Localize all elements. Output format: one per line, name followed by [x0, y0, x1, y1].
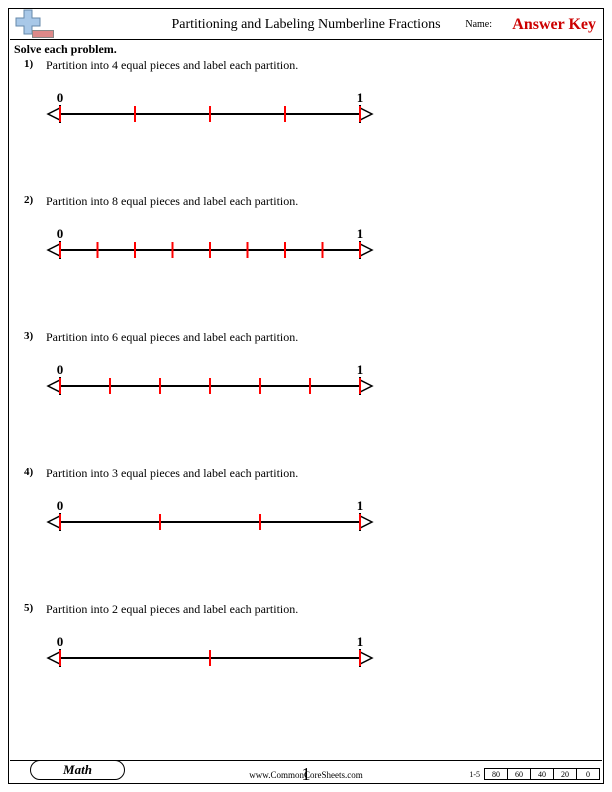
problems-container: 1) Partition into 4 equal pieces and labe…: [14, 58, 598, 738]
numberline-start-label: 0: [57, 90, 64, 105]
arrow-left-icon: [48, 380, 60, 392]
number-line: 01: [46, 498, 374, 538]
arrow-right-icon: [360, 108, 372, 120]
name-label: Name:: [465, 19, 492, 30]
score-box: 60: [507, 768, 531, 780]
numberline-end-label: 1: [357, 498, 364, 513]
number-line: 01: [46, 226, 374, 266]
arrow-left-icon: [48, 652, 60, 664]
arrow-right-icon: [360, 516, 372, 528]
numberline-start-label: 0: [57, 226, 64, 241]
arrow-left-icon: [48, 516, 60, 528]
arrow-right-icon: [360, 380, 372, 392]
instruction-text: Solve each problem.: [14, 42, 117, 57]
number-line: 01: [46, 90, 374, 130]
problem: 1) Partition into 4 equal pieces and labe…: [14, 58, 598, 194]
problem-text: Partition into 8 equal pieces and label …: [46, 194, 298, 209]
score-box: 80: [484, 768, 508, 780]
arrow-right-icon: [360, 244, 372, 256]
numberline-end-label: 1: [357, 634, 364, 649]
score-box: 40: [530, 768, 554, 780]
problem-text: Partition into 6 equal pieces and label …: [46, 330, 298, 345]
problem-number: 2): [24, 194, 33, 206]
problem: 2) Partition into 8 equal pieces and labe…: [14, 194, 598, 330]
numberline-start-label: 0: [57, 362, 64, 377]
problem-text: Partition into 4 equal pieces and label …: [46, 58, 298, 73]
problem: 5) Partition into 2 equal pieces and labe…: [14, 602, 598, 738]
problem-number: 1): [24, 58, 33, 70]
score-range: 1-5: [469, 770, 480, 779]
answer-key-label: Answer Key: [512, 16, 596, 34]
problem-number: 5): [24, 602, 33, 614]
score-box: 0: [576, 768, 600, 780]
problem: 3) Partition into 6 equal pieces and labe…: [14, 330, 598, 466]
score-boxes: 806040200: [485, 768, 600, 780]
problem-text: Partition into 2 equal pieces and label …: [46, 602, 298, 617]
problem: 4) Partition into 3 equal pieces and labe…: [14, 466, 598, 602]
arrow-left-icon: [48, 108, 60, 120]
header: Partitioning and Labeling Numberline Fra…: [10, 10, 602, 40]
score-box: 20: [553, 768, 577, 780]
footer: Math www.CommonCoreSheets.com 1 1-5 8060…: [10, 760, 602, 782]
numberline-start-label: 0: [57, 634, 64, 649]
problem-number: 4): [24, 466, 33, 478]
arrow-right-icon: [360, 652, 372, 664]
subject-pill: Math: [30, 760, 125, 780]
numberline-start-label: 0: [57, 498, 64, 513]
numberline-end-label: 1: [357, 362, 364, 377]
number-line: 01: [46, 362, 374, 402]
problem-number: 3): [24, 330, 33, 342]
numberline-end-label: 1: [357, 90, 364, 105]
number-line: 01: [46, 634, 374, 674]
problem-text: Partition into 3 equal pieces and label …: [46, 466, 298, 481]
arrow-left-icon: [48, 244, 60, 256]
numberline-end-label: 1: [357, 226, 364, 241]
